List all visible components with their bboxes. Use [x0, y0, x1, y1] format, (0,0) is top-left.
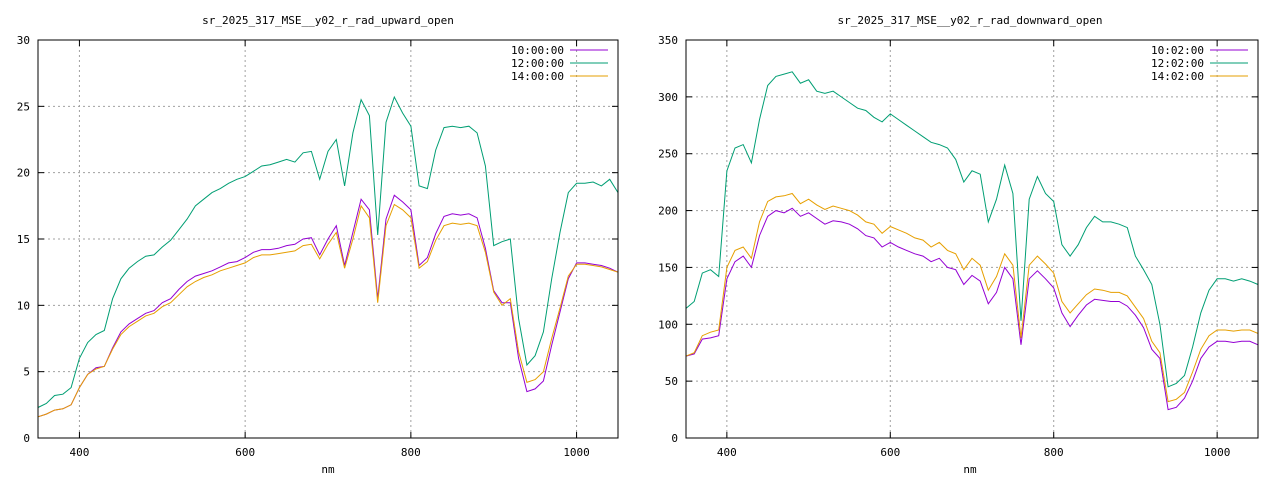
chart-1-legend-label: 12:00:00	[511, 57, 564, 70]
chart-1-title: sr_2025_317_MSE__y02_r_rad_upward_open	[202, 14, 454, 27]
chart-2-y-tick-label: 100	[658, 318, 678, 331]
chart-1-y-tick-label: 25	[17, 100, 30, 113]
chart-1-y-tick-label: 5	[23, 366, 30, 379]
chart-2-y-tick-label: 300	[658, 91, 678, 104]
chart-1-y-tick-label: 15	[17, 233, 30, 246]
chart-2-legend-label: 14:02:00	[1151, 70, 1204, 83]
chart-2-series-1-line	[685, 207, 1259, 411]
chart-2-x-tick-label: 800	[1044, 446, 1064, 459]
chart-2-legend-label: 12:02:00	[1151, 57, 1204, 70]
chart-1-x-tick-label: 1000	[563, 446, 590, 459]
chart-1-x-tick-label: 800	[401, 446, 421, 459]
chart-1-y-tick-label: 0	[23, 432, 30, 445]
chart-1: 400 600 800 1000 0 5 10 15 20 25 30 sr_2025_317_MSE…	[17, 14, 619, 476]
chart-2: 400 600 800 1000 0 50 100 150 200 250 300 350 sr_202…	[658, 14, 1259, 476]
chart-2-series-3-line	[685, 192, 1259, 403]
chart-2-x-tick-label: 1000	[1204, 446, 1231, 459]
chart-2-y-tick-label: 350	[658, 34, 678, 47]
chart-1-legend-label: 10:00:00	[511, 44, 564, 57]
chart-1-x-tick-label: 600	[235, 446, 255, 459]
chart-2-legend-label: 10:02:00	[1151, 44, 1204, 57]
chart-2-x-tick-label: 400	[717, 446, 737, 459]
chart-1-series-1-line	[37, 194, 619, 418]
chart-1-series-3-line	[37, 203, 619, 418]
chart-1-y-tick-label: 10	[17, 299, 30, 312]
chart-2-title: sr_2025_317_MSE__y02_r_rad_downward_open	[838, 14, 1103, 27]
chart-2-y-tick-label: 150	[658, 261, 678, 274]
chart-1-series-2-line	[37, 95, 619, 408]
chart-1-legend-label: 14:00:00	[511, 70, 564, 83]
chart-2-x-axis-label: nm	[963, 463, 977, 476]
chart-2-y-tick-label: 50	[665, 375, 678, 388]
chart-2-y-tick-label: 250	[658, 148, 678, 161]
chart-2-plot-frame	[685, 39, 1259, 439]
chart-2-series-2-line	[685, 71, 1259, 388]
chart-2-y-tick-label: 0	[671, 432, 678, 445]
chart-2-y-tick-label: 200	[658, 205, 678, 218]
chart-2-x-tick-label: 600	[880, 446, 900, 459]
chart-1-y-tick-label: 20	[17, 167, 30, 180]
chart-1-x-axis-label: nm	[321, 463, 335, 476]
chart-1-x-tick-label: 400	[69, 446, 89, 459]
chart-1-y-tick-label: 30	[17, 34, 30, 47]
